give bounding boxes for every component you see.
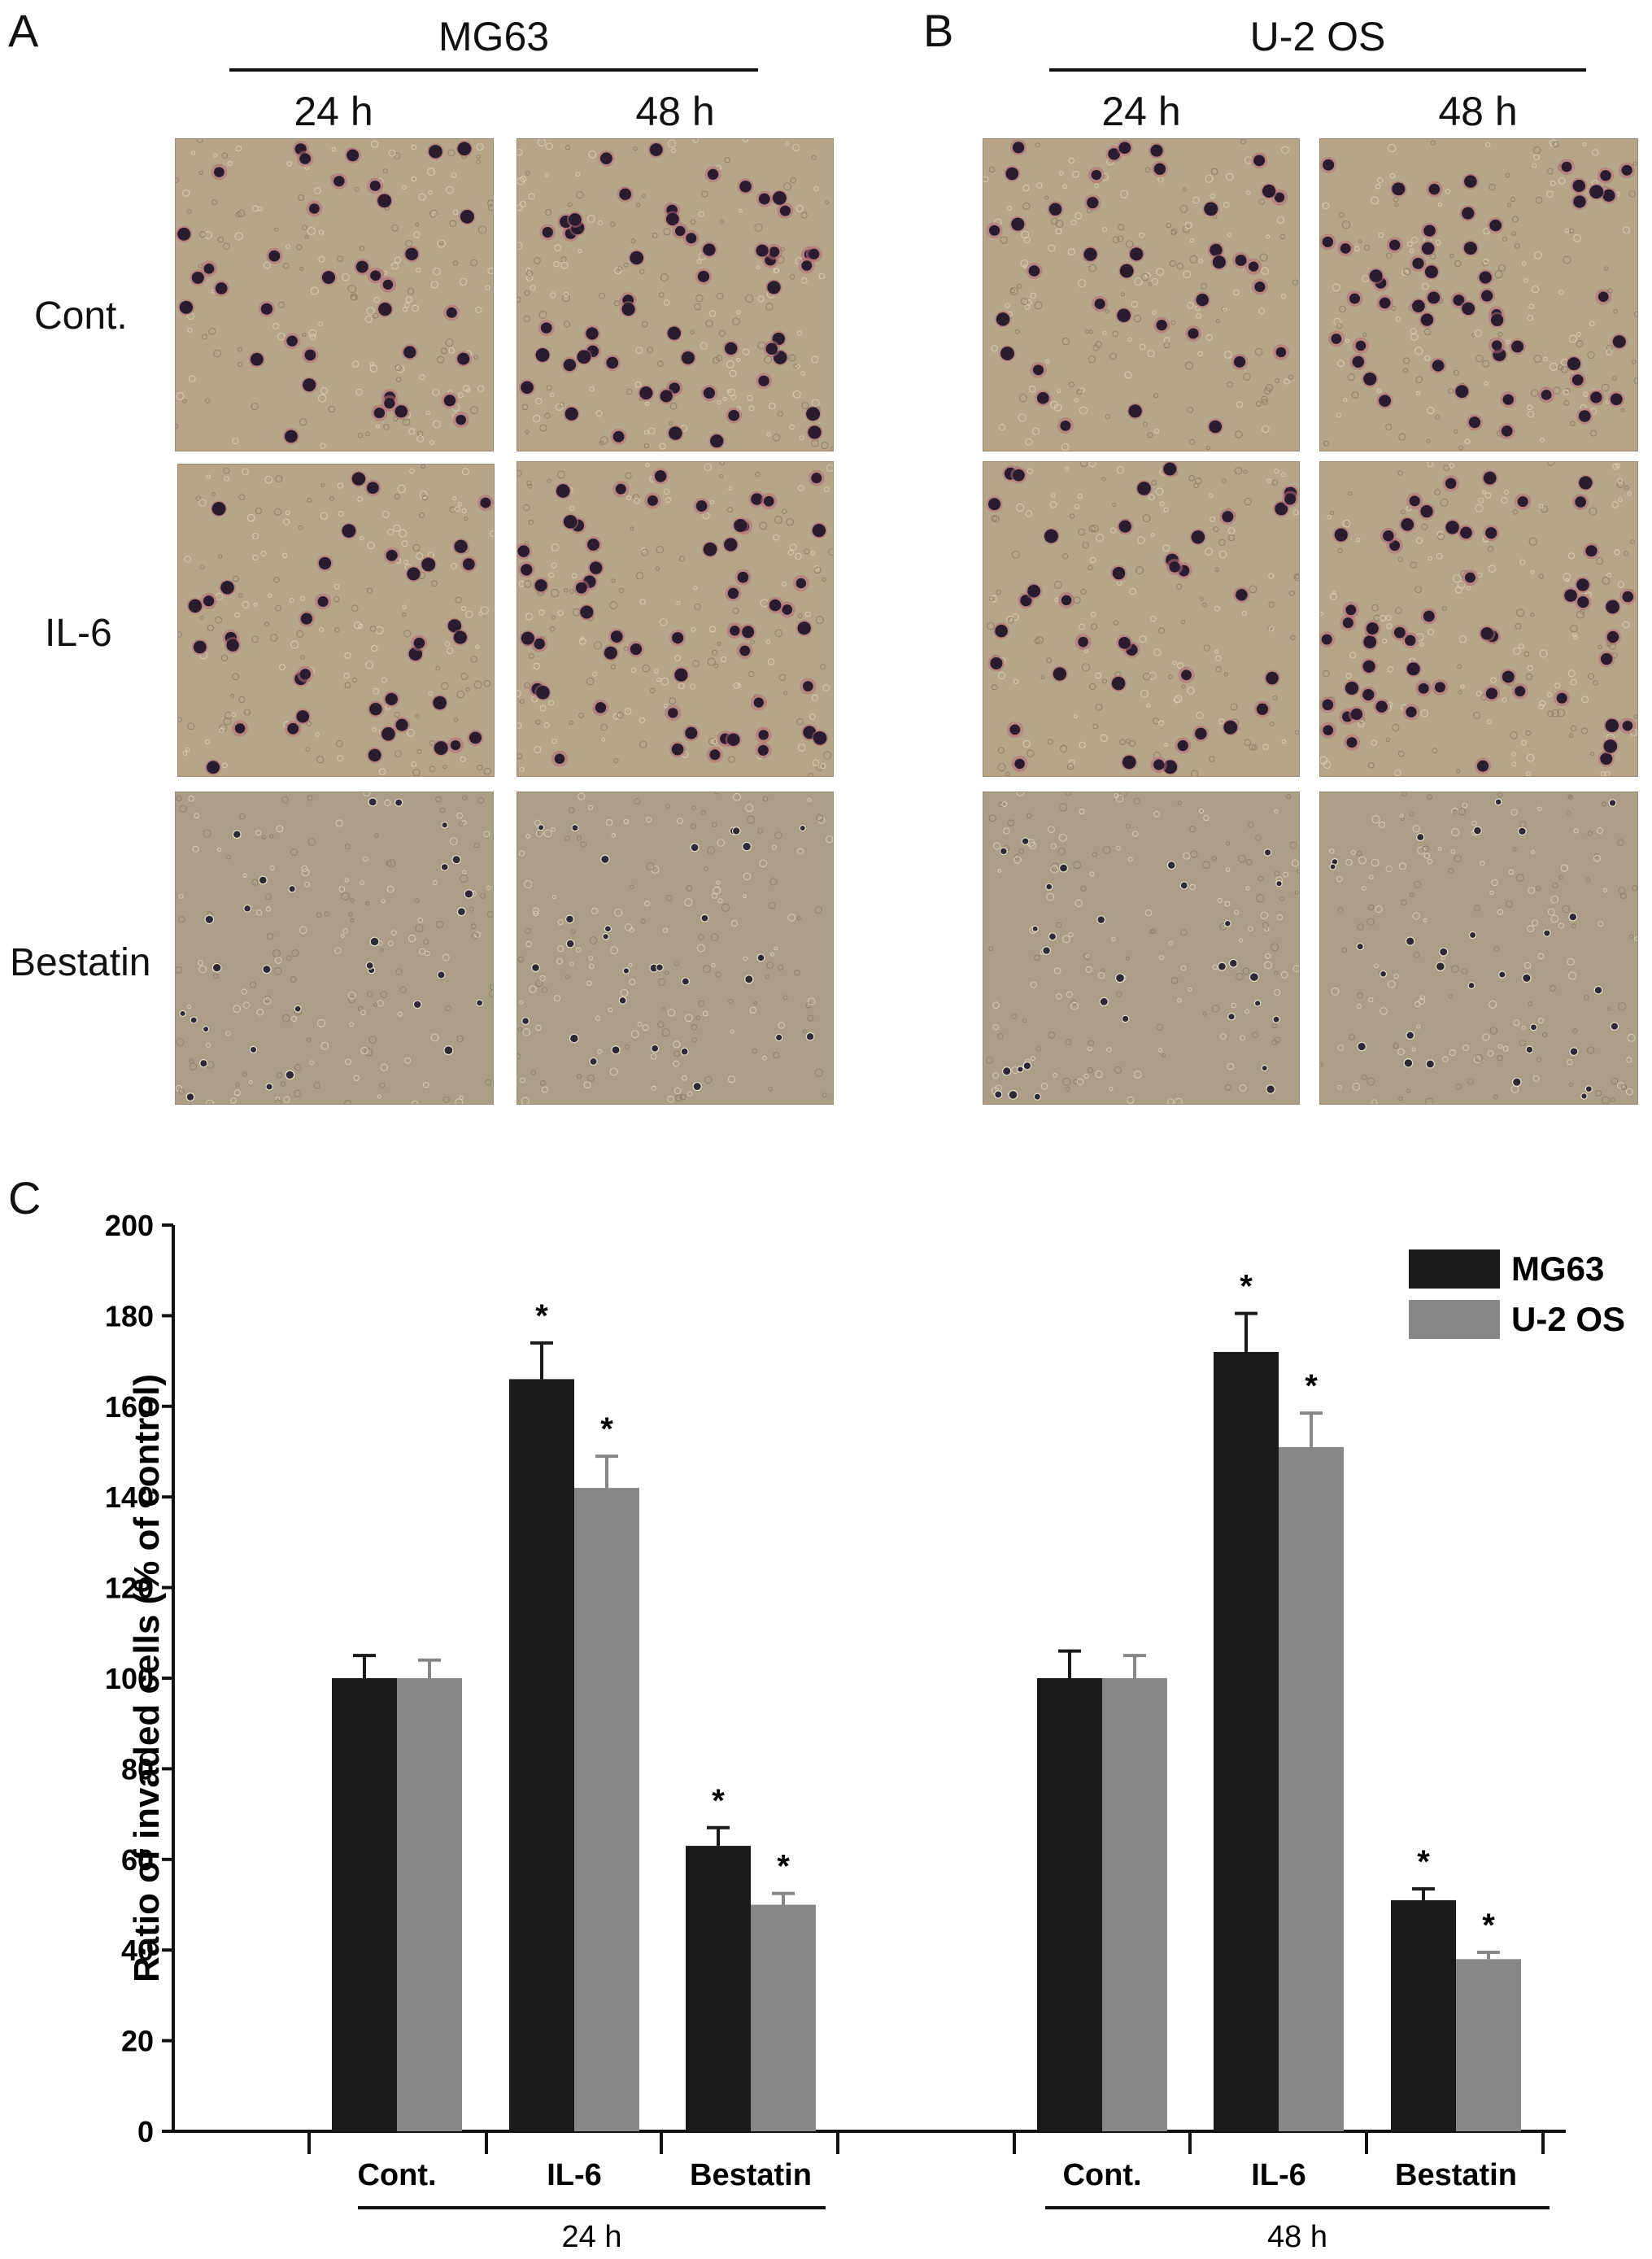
significance-marker: * xyxy=(1482,1908,1495,1943)
legend-label: MG63 xyxy=(1511,1249,1604,1288)
time-label-b-24h: 24 h xyxy=(1101,89,1181,134)
y-tick-label: 0 xyxy=(137,2115,154,2148)
bar-u-2-os xyxy=(1279,1446,1344,2131)
group-label: 24 h xyxy=(562,2220,622,2254)
bar-mg63 xyxy=(1037,1678,1102,2131)
legend-swatch xyxy=(1409,1300,1500,1339)
significance-marker: * xyxy=(1417,1844,1430,1880)
y-tick-label: 20 xyxy=(121,2025,154,2058)
time-label-a-48h: 48 h xyxy=(635,89,715,134)
legend-swatch xyxy=(1409,1249,1500,1289)
panel-label-c: C xyxy=(8,1172,41,1223)
micrograph-u2os-bestatin-48h xyxy=(1319,792,1638,1105)
micrograph-mg63-bestatin-48h xyxy=(517,792,834,1105)
y-tick-label: 60 xyxy=(121,1843,154,1877)
row-label-il6: IL-6 xyxy=(45,612,112,655)
micrograph-texture xyxy=(517,139,833,451)
significance-marker: * xyxy=(712,1783,725,1819)
bar-mg63 xyxy=(332,1678,397,2131)
significance-marker: * xyxy=(1305,1368,1318,1404)
micrograph-mg63-il6-48h xyxy=(517,461,834,777)
y-tick-label: 100 xyxy=(105,1662,154,1695)
micrograph-u2os-il6-24h xyxy=(983,461,1300,777)
panel-label-b: B xyxy=(923,5,954,56)
time-label-a-24h: 24 h xyxy=(294,89,373,134)
micrograph-mg63-cont-24h xyxy=(175,138,494,451)
micrograph-u2os-bestatin-24h xyxy=(983,792,1300,1105)
group-label: 48 h xyxy=(1267,2220,1327,2254)
y-tick-label: 80 xyxy=(121,1752,154,1786)
x-category-label: Cont. xyxy=(1062,2158,1141,2192)
y-tick-label: 180 xyxy=(105,1299,154,1332)
legend-label: U-2 OS xyxy=(1511,1300,1625,1338)
x-category-label: IL-6 xyxy=(1251,2158,1306,2192)
bar-mg63 xyxy=(1391,1899,1456,2131)
micrograph-texture xyxy=(983,792,1299,1104)
micrograph-texture xyxy=(176,792,493,1104)
bar-u-2-os xyxy=(1456,1959,1521,2131)
micrograph-u2os-il6-48h xyxy=(1319,461,1638,777)
micrograph-u2os-cont-24h xyxy=(983,138,1300,451)
y-tick-label: 40 xyxy=(121,1934,154,1967)
y-axis-label: Ratio of invaded cells (% of control) xyxy=(127,1374,167,1982)
micrograph-mg63-bestatin-24h xyxy=(175,792,494,1105)
time-label-b-48h: 48 h xyxy=(1438,89,1518,134)
panel-label-a: A xyxy=(8,5,39,56)
micrograph-texture xyxy=(1320,462,1637,776)
group-underline-u2os xyxy=(1049,68,1586,72)
micrograph-mg63-il6-24h xyxy=(177,464,495,777)
bar-u-2-os xyxy=(1102,1678,1167,2131)
micrograph-u2os-cont-48h xyxy=(1319,138,1638,451)
micrograph-texture xyxy=(1320,792,1637,1104)
significance-marker: * xyxy=(600,1411,613,1447)
group-underline-mg63 xyxy=(229,68,758,72)
bar-chart-invasion: 0 20 40 60 80 100 120 140 160 180 200 Ratio of inva… xyxy=(105,1209,1625,2254)
micrograph-texture xyxy=(983,462,1299,776)
row-label-bestatin: Bestatin xyxy=(10,941,151,984)
bar-mg63 xyxy=(1214,1351,1279,2131)
significance-marker: * xyxy=(1240,1269,1253,1305)
micrograph-texture xyxy=(178,464,494,776)
row-label-cont: Cont. xyxy=(34,294,128,338)
bar-mg63 xyxy=(686,1846,751,2131)
y-tick-label: 140 xyxy=(105,1481,154,1514)
x-category-label: IL-6 xyxy=(547,2158,602,2192)
x-category-label: Cont. xyxy=(357,2158,436,2192)
bar-mg63 xyxy=(509,1379,574,2131)
bar-u-2-os xyxy=(751,1904,816,2131)
group-title-u2os: U-2 OS xyxy=(1249,14,1386,59)
micrograph-texture xyxy=(176,139,493,451)
bar-u-2-os xyxy=(574,1488,639,2131)
y-tick-label: 200 xyxy=(105,1209,154,1242)
group-title-mg63: MG63 xyxy=(438,14,550,59)
bar-u-2-os xyxy=(397,1678,462,2131)
x-category-label: Bestatin xyxy=(1395,2158,1517,2192)
y-tick-label: 120 xyxy=(105,1572,154,1605)
micrograph-texture xyxy=(1320,139,1637,451)
x-category-label: Bestatin xyxy=(690,2158,812,2192)
micrograph-texture xyxy=(983,139,1299,451)
significance-marker: * xyxy=(777,1849,790,1885)
micrograph-texture xyxy=(517,462,833,776)
y-tick-label: 160 xyxy=(105,1390,154,1424)
micrograph-texture xyxy=(517,792,833,1104)
significance-marker: * xyxy=(535,1298,548,1334)
micrograph-mg63-cont-48h xyxy=(517,138,834,451)
